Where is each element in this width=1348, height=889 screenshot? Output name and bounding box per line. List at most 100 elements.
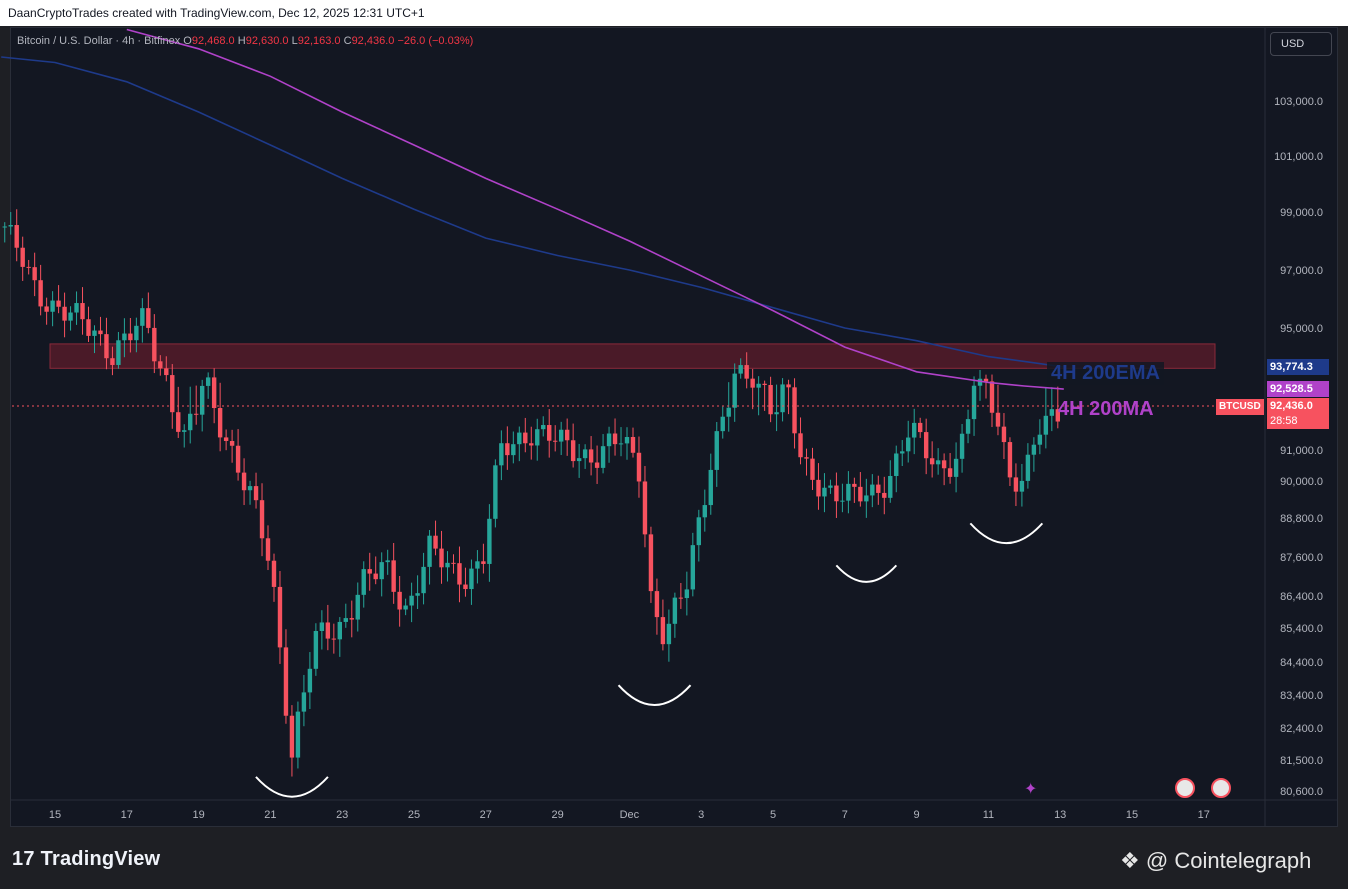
candle-body — [349, 618, 354, 620]
candle-body — [128, 333, 133, 341]
candle-body — [235, 445, 241, 473]
candle-body — [313, 630, 319, 669]
footer — [0, 828, 1348, 889]
candle-body — [343, 618, 348, 622]
candle-body — [1055, 409, 1061, 422]
low-marker-arc — [255, 776, 329, 798]
candle-body — [672, 597, 678, 624]
candle-body — [517, 432, 522, 445]
candle-body — [864, 495, 869, 502]
candle-body — [367, 569, 372, 574]
candle-body — [582, 449, 588, 459]
candle-body — [1019, 480, 1025, 492]
ma-200-line — [126, 28, 1064, 390]
candle-body — [32, 267, 37, 281]
candle-body — [439, 548, 444, 568]
candle-body — [8, 225, 13, 227]
candle-body — [804, 457, 809, 459]
candle-body — [295, 711, 301, 758]
candle-body — [618, 443, 624, 445]
x-tick-label: 21 — [264, 809, 276, 821]
candle-body — [379, 562, 384, 580]
tradingview-wordmark: TradingView — [40, 848, 161, 870]
candle-body — [870, 484, 875, 496]
candle-body — [68, 312, 73, 321]
candle-body — [152, 327, 157, 362]
candle-body — [86, 319, 91, 336]
open-key: O — [183, 35, 192, 47]
candle-body — [415, 593, 420, 596]
low-key: L — [291, 35, 298, 47]
candle-body — [211, 377, 217, 409]
y-tick-label: 91,000.0 — [1280, 445, 1323, 457]
y-tick-label: 81,500.0 — [1280, 755, 1323, 767]
candle-body — [199, 385, 205, 415]
candle-body — [1037, 434, 1043, 445]
candle-body — [373, 573, 378, 580]
candle-body — [1031, 444, 1037, 455]
candle-body — [385, 560, 390, 563]
candle-body — [427, 535, 432, 567]
candle-body — [62, 306, 67, 321]
close-value: 92,436.0 — [351, 35, 395, 47]
candle-body — [720, 416, 725, 432]
y-tick-label: 84,400.0 — [1280, 657, 1323, 669]
us-flag-icon[interactable] — [1175, 778, 1195, 798]
x-tick-label: 13 — [1054, 809, 1066, 821]
replay-icon[interactable]: ✦ — [1024, 781, 1038, 798]
candle-body — [140, 308, 145, 326]
candle-body — [792, 387, 797, 434]
candle-body — [1013, 477, 1019, 492]
candle-body — [702, 505, 707, 518]
candle-body — [882, 492, 887, 498]
candle-body — [337, 621, 343, 640]
candle-body — [971, 385, 977, 420]
y-tick-label: 90,000.0 — [1280, 476, 1323, 488]
ema-200-line — [1, 56, 1064, 368]
candle-body — [1049, 409, 1055, 416]
candle-body — [678, 597, 684, 599]
y-tick-label: 85,400.0 — [1280, 623, 1323, 635]
resistance-zone — [49, 343, 1216, 369]
candle-body — [798, 433, 803, 458]
low-marker-arc — [617, 684, 692, 706]
candle-body — [164, 368, 169, 376]
candle-body — [253, 486, 259, 501]
candle-body — [289, 715, 295, 758]
candle-body — [523, 432, 528, 444]
candle-body — [965, 419, 971, 434]
candle-body — [1001, 426, 1007, 443]
candle-body — [630, 437, 636, 453]
candle-body — [463, 584, 468, 590]
ohlc-legend: Bitcoin / U.S. Dollar · 4h · Bitfinex O9… — [17, 35, 473, 47]
candle-body — [876, 484, 881, 493]
candle-body — [846, 483, 851, 501]
chart-frame[interactable] — [10, 27, 1338, 827]
candle-body — [493, 465, 498, 519]
candle-body — [487, 518, 492, 564]
us-flag-icon-2[interactable] — [1211, 778, 1231, 798]
candle-body — [229, 440, 235, 446]
candle-body — [648, 534, 654, 592]
symbol-label: Bitcoin / U.S. Dollar · 4h · Bitfinex — [17, 35, 181, 47]
tradingview-logo[interactable]: 17 TradingView — [12, 848, 160, 871]
candle-body — [750, 378, 755, 388]
candle-body — [1043, 415, 1049, 435]
ticker-label: BTCUSD — [1216, 399, 1264, 415]
candle-body — [553, 440, 558, 442]
open-value: 92,468.0 — [191, 35, 235, 47]
candle-body — [511, 444, 516, 456]
candle-body — [624, 437, 630, 444]
ma-price-label: 92,528.5 — [1267, 381, 1329, 397]
high-key: H — [237, 35, 246, 47]
candle-body — [38, 280, 43, 307]
candle-body — [726, 407, 731, 417]
candle-body — [457, 563, 462, 585]
candle-body — [134, 325, 139, 341]
currency-button[interactable]: USD — [1270, 32, 1332, 56]
candle-body — [714, 431, 719, 470]
candle-body — [941, 460, 947, 469]
candle-body — [451, 562, 456, 564]
candle-body — [104, 334, 109, 359]
